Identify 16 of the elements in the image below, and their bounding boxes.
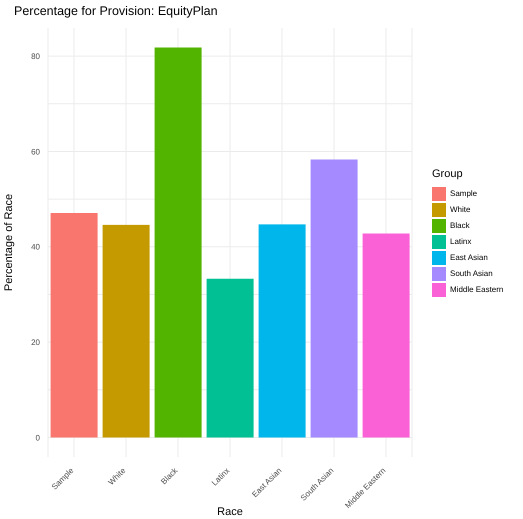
y-tick-label: 20 — [31, 338, 41, 347]
chart-title: Percentage for Provision: EquityPlan — [14, 4, 218, 18]
y-tick-label: 60 — [31, 147, 41, 156]
legend-label: Latinx — [450, 237, 472, 246]
y-tick-label: 80 — [31, 52, 41, 61]
legend-label: South Asian — [450, 269, 493, 278]
y-axis-title: Percentage of Race — [2, 194, 15, 292]
legend-label: Middle Eastern — [450, 285, 504, 294]
y-tick-label: 40 — [31, 242, 41, 252]
legend-label: Sample — [450, 189, 478, 198]
legend-label: East Asian — [450, 253, 488, 262]
legend-title: Group — [432, 168, 463, 180]
legend-label: Black — [450, 221, 470, 230]
y-tick-label: 0 — [36, 433, 41, 442]
x-axis-title: Race — [217, 506, 243, 518]
legend-label: White — [450, 205, 470, 214]
